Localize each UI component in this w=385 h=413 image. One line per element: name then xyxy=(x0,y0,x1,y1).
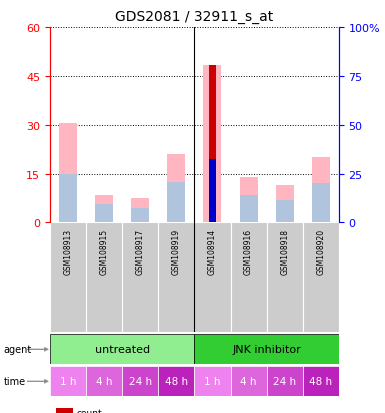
Bar xyxy=(122,28,158,223)
Text: GSM108918: GSM108918 xyxy=(280,228,289,274)
Bar xyxy=(194,366,231,396)
Text: 4 h: 4 h xyxy=(96,376,112,386)
Text: time: time xyxy=(4,376,26,386)
Bar xyxy=(303,223,339,332)
Text: 24 h: 24 h xyxy=(273,376,296,386)
Text: 24 h: 24 h xyxy=(129,376,152,386)
Bar xyxy=(209,66,216,223)
Bar xyxy=(56,408,73,413)
Bar xyxy=(86,28,122,223)
Bar xyxy=(122,366,158,396)
Bar xyxy=(59,124,77,223)
Bar xyxy=(266,223,303,332)
Bar xyxy=(276,185,294,223)
Bar xyxy=(194,223,231,332)
Bar xyxy=(50,28,86,223)
Bar xyxy=(158,28,194,223)
Bar xyxy=(266,28,303,223)
Bar xyxy=(194,28,231,223)
Bar xyxy=(194,335,339,364)
Bar xyxy=(86,223,122,332)
Bar xyxy=(167,154,186,223)
Text: 48 h: 48 h xyxy=(165,376,188,386)
Text: 48 h: 48 h xyxy=(309,376,332,386)
Bar xyxy=(303,28,339,223)
Bar xyxy=(95,195,113,223)
Text: agent: agent xyxy=(4,344,32,354)
Text: GSM108916: GSM108916 xyxy=(244,228,253,274)
Bar xyxy=(50,335,194,364)
Bar xyxy=(95,205,113,223)
Text: 4 h: 4 h xyxy=(240,376,257,386)
Bar xyxy=(231,223,266,332)
Text: GSM108919: GSM108919 xyxy=(172,228,181,274)
Bar xyxy=(276,200,294,223)
Text: 1 h: 1 h xyxy=(60,376,76,386)
Bar xyxy=(158,223,194,332)
Bar xyxy=(167,182,186,223)
Bar xyxy=(131,208,149,223)
Bar xyxy=(203,66,221,223)
Bar xyxy=(158,366,194,396)
Bar xyxy=(122,223,158,332)
Bar xyxy=(266,366,303,396)
Text: GSM108920: GSM108920 xyxy=(316,228,325,274)
Bar xyxy=(239,195,258,223)
Bar xyxy=(50,223,86,332)
Bar xyxy=(59,174,77,223)
Bar xyxy=(231,366,266,396)
Bar xyxy=(312,184,330,223)
Text: GSM108915: GSM108915 xyxy=(100,228,109,274)
Text: 1 h: 1 h xyxy=(204,376,221,386)
Text: GSM108913: GSM108913 xyxy=(64,228,73,274)
Bar xyxy=(312,158,330,223)
Bar xyxy=(231,28,266,223)
Bar xyxy=(50,366,86,396)
Bar xyxy=(86,366,122,396)
Bar xyxy=(209,159,216,223)
Bar xyxy=(131,198,149,223)
Text: GSM108917: GSM108917 xyxy=(136,228,145,274)
Text: count: count xyxy=(76,408,102,413)
Bar xyxy=(303,366,339,396)
Title: GDS2081 / 32911_s_at: GDS2081 / 32911_s_at xyxy=(115,10,274,24)
Text: JNK inhibitor: JNK inhibitor xyxy=(232,344,301,354)
Text: untreated: untreated xyxy=(95,344,150,354)
Bar xyxy=(239,177,258,223)
Text: GSM108914: GSM108914 xyxy=(208,228,217,274)
